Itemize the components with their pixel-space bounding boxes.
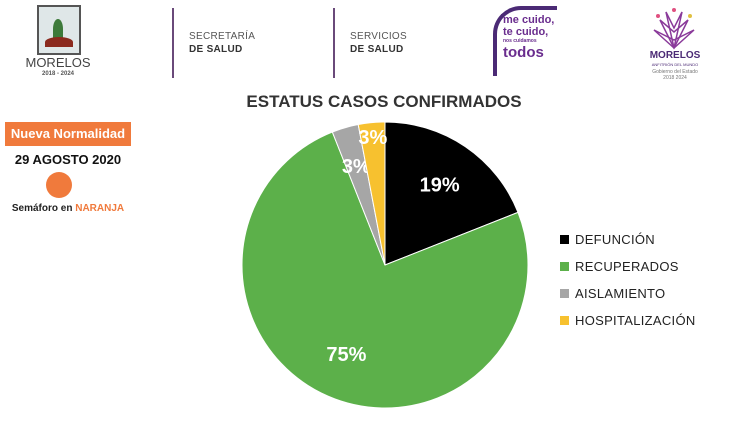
gov-logo-years: 2018 2024 xyxy=(663,75,687,81)
semaforo-text: Semáforo en NARANJA xyxy=(11,203,125,214)
morelos-seal-logo xyxy=(37,5,81,55)
legend-swatch xyxy=(560,262,569,271)
legend-item: HOSPITALIZACIÓN xyxy=(560,313,696,328)
gov-logo-name: MORELOS xyxy=(649,50,701,61)
campaign-logo: me cuido, te cuido, nos cuidamos todos xyxy=(493,6,557,76)
legend-swatch xyxy=(560,289,569,298)
morelos-logo-name: MORELOS xyxy=(25,55,91,70)
legend-label: RECUPERADOS xyxy=(575,259,679,274)
data-label: 3% xyxy=(342,156,371,178)
semaforo-light xyxy=(46,172,72,198)
morelos-logo-years: 2018 - 2024 xyxy=(41,71,75,77)
legend-item: RECUPERADOS xyxy=(560,259,679,274)
legend-swatch xyxy=(560,235,569,244)
secretaria-de-salud: SECRETARÍA DE SALUD xyxy=(189,31,256,55)
status-date: 29 AGOSTO 2020 xyxy=(14,152,122,167)
divider xyxy=(172,8,174,78)
nueva-normalidad-badge: Nueva Normalidad xyxy=(5,122,131,146)
lotus-logo-icon xyxy=(653,8,695,50)
legend-label: DEFUNCIÓN xyxy=(575,232,655,247)
legend-label: AISLAMIENTO xyxy=(575,286,666,301)
data-label: 3% xyxy=(358,127,387,149)
gov-logo-tagline: ANFITRIÓN DEL MUNDO xyxy=(651,62,699,67)
gov-logo-sub: Gobierno del Estado xyxy=(652,69,698,75)
legend-item: AISLAMIENTO xyxy=(560,286,665,301)
pie-slice-hospitalización xyxy=(357,121,386,266)
servicios-de-salud: SERVICIOS DE SALUD xyxy=(350,31,407,55)
legend-swatch xyxy=(560,316,569,325)
chart-title: ESTATUS CASOS CONFIRMADOS xyxy=(246,92,522,111)
data-label: 19% xyxy=(420,175,460,197)
legend-item: DEFUNCIÓN xyxy=(560,232,655,247)
data-label: 75% xyxy=(326,344,366,366)
legend-label: HOSPITALIZACIÓN xyxy=(575,313,696,328)
pie-slice-recuperados xyxy=(241,131,529,409)
divider xyxy=(333,8,335,78)
pie-slice-defunción xyxy=(384,121,519,266)
